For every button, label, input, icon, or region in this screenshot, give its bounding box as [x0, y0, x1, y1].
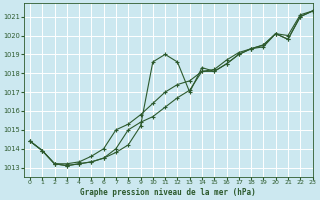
X-axis label: Graphe pression niveau de la mer (hPa): Graphe pression niveau de la mer (hPa)	[80, 188, 256, 197]
